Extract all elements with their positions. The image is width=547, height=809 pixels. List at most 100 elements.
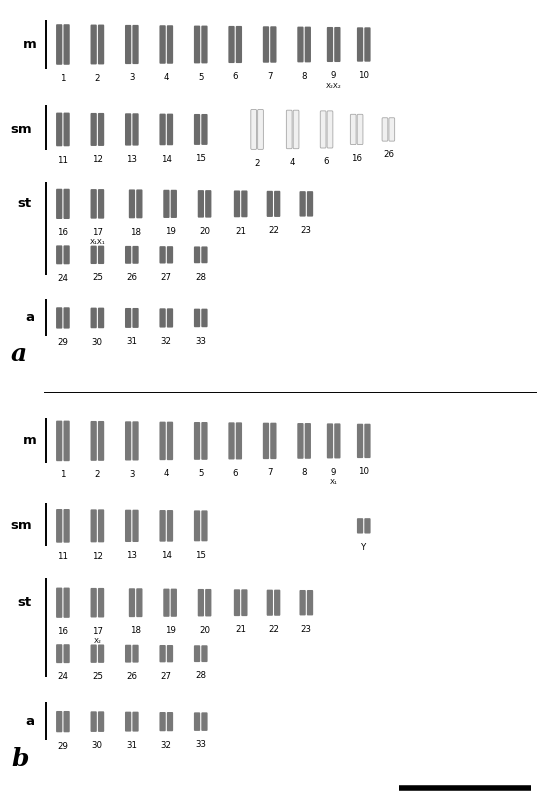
Text: 11: 11 bbox=[57, 155, 68, 164]
FancyBboxPatch shape bbox=[125, 113, 131, 146]
FancyBboxPatch shape bbox=[56, 245, 62, 265]
Text: 26: 26 bbox=[126, 672, 137, 681]
FancyBboxPatch shape bbox=[167, 712, 173, 731]
Text: 13: 13 bbox=[126, 551, 137, 561]
FancyBboxPatch shape bbox=[194, 26, 200, 63]
Text: 16: 16 bbox=[351, 154, 362, 163]
Text: 28: 28 bbox=[195, 671, 206, 680]
FancyBboxPatch shape bbox=[229, 422, 235, 460]
Text: 26: 26 bbox=[126, 273, 137, 282]
FancyBboxPatch shape bbox=[125, 246, 131, 264]
FancyBboxPatch shape bbox=[321, 111, 326, 148]
FancyBboxPatch shape bbox=[98, 711, 104, 732]
FancyBboxPatch shape bbox=[63, 24, 70, 65]
FancyBboxPatch shape bbox=[90, 510, 97, 542]
FancyBboxPatch shape bbox=[298, 27, 304, 62]
FancyBboxPatch shape bbox=[198, 589, 204, 616]
FancyBboxPatch shape bbox=[274, 590, 281, 616]
Text: m: m bbox=[23, 38, 37, 51]
FancyBboxPatch shape bbox=[327, 423, 333, 459]
FancyBboxPatch shape bbox=[63, 188, 70, 219]
FancyBboxPatch shape bbox=[160, 308, 166, 328]
Text: st: st bbox=[17, 596, 31, 609]
FancyBboxPatch shape bbox=[160, 712, 166, 731]
FancyBboxPatch shape bbox=[357, 424, 363, 458]
FancyBboxPatch shape bbox=[307, 191, 313, 217]
FancyBboxPatch shape bbox=[293, 110, 299, 149]
Text: 6: 6 bbox=[232, 468, 238, 478]
FancyBboxPatch shape bbox=[194, 309, 200, 327]
Text: 3: 3 bbox=[129, 470, 135, 479]
FancyBboxPatch shape bbox=[194, 646, 200, 662]
Text: 9: 9 bbox=[331, 71, 336, 80]
FancyBboxPatch shape bbox=[267, 191, 273, 217]
FancyBboxPatch shape bbox=[56, 587, 62, 618]
FancyBboxPatch shape bbox=[364, 519, 371, 534]
FancyBboxPatch shape bbox=[132, 25, 139, 64]
FancyBboxPatch shape bbox=[205, 190, 211, 218]
FancyBboxPatch shape bbox=[194, 114, 200, 145]
Text: 21: 21 bbox=[235, 625, 246, 634]
FancyBboxPatch shape bbox=[98, 113, 104, 146]
FancyBboxPatch shape bbox=[234, 589, 240, 616]
FancyBboxPatch shape bbox=[63, 644, 70, 663]
FancyBboxPatch shape bbox=[90, 588, 97, 617]
FancyBboxPatch shape bbox=[167, 645, 173, 663]
FancyBboxPatch shape bbox=[56, 421, 62, 461]
FancyBboxPatch shape bbox=[263, 26, 269, 63]
Text: 7: 7 bbox=[267, 468, 272, 477]
FancyBboxPatch shape bbox=[198, 190, 204, 218]
FancyBboxPatch shape bbox=[357, 519, 363, 534]
Text: 31: 31 bbox=[126, 741, 137, 750]
FancyBboxPatch shape bbox=[160, 510, 166, 542]
Text: 18: 18 bbox=[130, 227, 141, 236]
Text: a: a bbox=[26, 311, 34, 324]
FancyBboxPatch shape bbox=[125, 421, 131, 460]
Text: 26: 26 bbox=[383, 150, 394, 159]
Text: X₂: X₂ bbox=[94, 638, 101, 644]
Text: 16: 16 bbox=[57, 228, 68, 237]
Text: a: a bbox=[26, 715, 34, 728]
FancyBboxPatch shape bbox=[56, 711, 62, 732]
Text: 32: 32 bbox=[161, 740, 172, 750]
Text: 1: 1 bbox=[60, 74, 66, 83]
FancyBboxPatch shape bbox=[90, 421, 97, 461]
FancyBboxPatch shape bbox=[201, 247, 208, 263]
Text: 5: 5 bbox=[198, 73, 203, 82]
Text: 17: 17 bbox=[92, 228, 103, 237]
FancyBboxPatch shape bbox=[194, 422, 200, 460]
FancyBboxPatch shape bbox=[63, 509, 70, 543]
FancyBboxPatch shape bbox=[129, 189, 135, 218]
FancyBboxPatch shape bbox=[125, 510, 131, 542]
FancyBboxPatch shape bbox=[201, 422, 208, 460]
Text: 10: 10 bbox=[358, 468, 369, 477]
Text: b: b bbox=[11, 747, 28, 771]
FancyBboxPatch shape bbox=[56, 112, 62, 146]
Text: 23: 23 bbox=[301, 226, 312, 235]
Text: 23: 23 bbox=[301, 625, 312, 633]
Text: sm: sm bbox=[10, 123, 32, 136]
FancyBboxPatch shape bbox=[236, 26, 242, 63]
FancyBboxPatch shape bbox=[351, 114, 356, 145]
FancyBboxPatch shape bbox=[205, 589, 211, 616]
FancyBboxPatch shape bbox=[98, 588, 104, 617]
FancyBboxPatch shape bbox=[160, 645, 166, 663]
Text: 14: 14 bbox=[161, 155, 172, 163]
FancyBboxPatch shape bbox=[201, 713, 208, 731]
FancyBboxPatch shape bbox=[241, 190, 247, 218]
FancyBboxPatch shape bbox=[136, 588, 142, 617]
Text: 29: 29 bbox=[57, 338, 68, 347]
FancyBboxPatch shape bbox=[270, 422, 276, 460]
FancyBboxPatch shape bbox=[129, 588, 135, 617]
FancyBboxPatch shape bbox=[56, 509, 62, 543]
FancyBboxPatch shape bbox=[258, 109, 264, 150]
FancyBboxPatch shape bbox=[167, 308, 173, 328]
Text: X₂X₂: X₂X₂ bbox=[326, 83, 341, 89]
FancyBboxPatch shape bbox=[251, 109, 257, 150]
Text: 4: 4 bbox=[164, 73, 169, 82]
FancyBboxPatch shape bbox=[160, 25, 166, 64]
FancyBboxPatch shape bbox=[164, 190, 170, 218]
FancyBboxPatch shape bbox=[98, 645, 104, 663]
FancyBboxPatch shape bbox=[194, 510, 200, 541]
FancyBboxPatch shape bbox=[132, 421, 139, 460]
